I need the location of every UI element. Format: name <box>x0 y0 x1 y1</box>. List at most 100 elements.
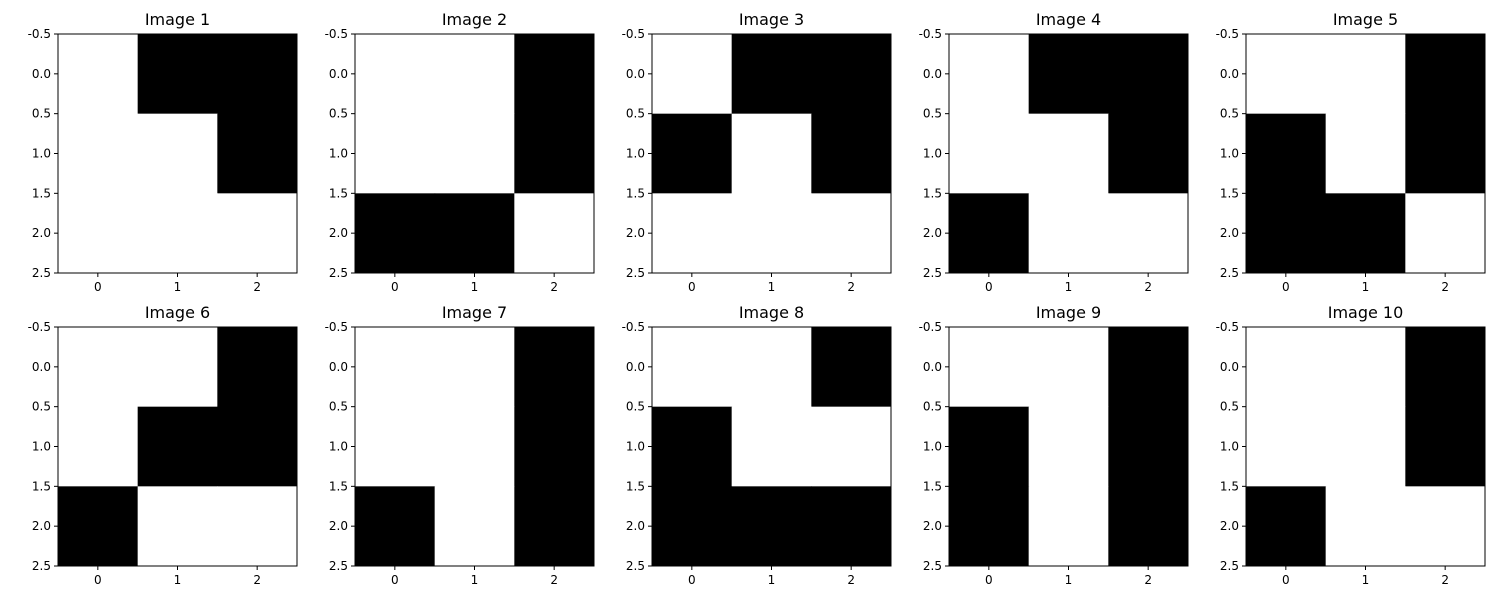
y-tick-label: 2.0 <box>1220 519 1239 533</box>
y-tick-label: -0.5 <box>919 320 942 334</box>
pixel-cell-r0-c1 <box>1028 327 1109 408</box>
subplot-title: Image 5 <box>1333 10 1398 29</box>
y-tick-label: 1.0 <box>32 147 51 161</box>
pixel-cell-r1-c1 <box>137 113 218 194</box>
subplot-3: Image 3 0 1 2 -0.5 0.0 0.5 1.0 1.5 2.0 2.5 <box>622 10 892 294</box>
y-tick-label: 0.5 <box>626 400 645 414</box>
subplot-title: Image 1 <box>145 10 210 29</box>
y-tick-label: -0.5 <box>28 320 51 334</box>
y-tick-label: 2.0 <box>32 226 51 240</box>
pixel-cell-r2-c2 <box>514 486 595 567</box>
subplot-10: Image 10 0 1 2 -0.5 0.0 0.5 1.0 1.5 2.0 2.5 <box>1216 303 1486 587</box>
pixel-cell-r0-c2 <box>811 34 892 115</box>
y-tick-label: 1.5 <box>329 479 348 493</box>
y-tick-label: 1.5 <box>923 186 942 200</box>
y-tick-label: -0.5 <box>1216 320 1239 334</box>
pixel-cell-r2-c2 <box>1405 486 1486 567</box>
x-tick-label: 0 <box>688 573 696 587</box>
y-tick-label: 2.5 <box>923 266 942 280</box>
pixel-cell-r1-c0 <box>652 406 733 487</box>
y-tick-label: -0.5 <box>1216 27 1239 41</box>
pixel-cell-r0-c2 <box>217 327 298 408</box>
y-tick-label: 2.0 <box>923 519 942 533</box>
pixel-cell-r2-c2 <box>1405 193 1486 274</box>
pixel-cell-r2-c1 <box>434 486 515 567</box>
pixel-cell-r0-c1 <box>434 34 515 115</box>
y-tick-label: 0.0 <box>32 67 51 81</box>
subplot-6: Image 6 0 1 2 -0.5 0.0 0.5 1.0 1.5 2.0 2.5 <box>28 303 298 587</box>
pixel-cell-r1-c1 <box>1325 406 1406 487</box>
x-tick-label: 2 <box>253 573 261 587</box>
x-tick-label: 0 <box>1282 573 1290 587</box>
y-tick-label: 1.0 <box>626 440 645 454</box>
pixel-cell-r2-c1 <box>1325 193 1406 274</box>
y-tick-label: 0.0 <box>923 360 942 374</box>
pixel-cell-r0-c0 <box>949 34 1030 115</box>
pixel-cell-r0-c0 <box>355 327 436 408</box>
y-tick-label: 1.0 <box>329 440 348 454</box>
pixel-cell-r1-c1 <box>137 406 218 487</box>
y-tick-label: 0.0 <box>626 360 645 374</box>
y-tick-label: 0.5 <box>1220 107 1239 121</box>
pixel-cell-r1-c1 <box>434 113 515 194</box>
pixel-cell-r2-c2 <box>811 486 892 567</box>
pixel-cell-r0-c0 <box>652 34 733 115</box>
x-tick-label: 2 <box>550 573 558 587</box>
y-tick-label: 2.0 <box>329 519 348 533</box>
y-tick-label: 2.0 <box>923 226 942 240</box>
y-tick-label: 0.0 <box>1220 67 1239 81</box>
pixel-cell-r1-c2 <box>1108 406 1189 487</box>
y-tick-label: 1.0 <box>329 147 348 161</box>
pixel-cell-r1-c2 <box>514 406 595 487</box>
y-tick-label: 1.0 <box>32 440 51 454</box>
pixel-cell-r1-c2 <box>1108 113 1189 194</box>
y-tick-label: 2.0 <box>1220 226 1239 240</box>
x-tick-label: 0 <box>94 573 102 587</box>
y-tick-label: 1.5 <box>626 186 645 200</box>
x-tick-label: 0 <box>985 573 993 587</box>
y-tick-label: 0.5 <box>923 400 942 414</box>
y-tick-label: 0.0 <box>923 67 942 81</box>
y-tick-label: 1.0 <box>1220 440 1239 454</box>
y-tick-label: 1.0 <box>923 440 942 454</box>
subplot-2: Image 2 0 1 2 -0.5 0.0 0.5 1.0 1.5 2.0 2.5 <box>325 10 595 294</box>
x-tick-label: 1 <box>174 573 182 587</box>
pixel-cell-r2-c1 <box>137 193 218 274</box>
pixel-cell-r2-c1 <box>434 193 515 274</box>
y-tick-label: 0.0 <box>626 67 645 81</box>
pixel-cell-r1-c1 <box>731 406 812 487</box>
pixel-cell-r1-c2 <box>811 406 892 487</box>
y-tick-label: 2.5 <box>329 266 348 280</box>
pixel-cell-r0-c1 <box>137 34 218 115</box>
pixel-cell-r0-c1 <box>1325 327 1406 408</box>
pixel-cell-r2-c2 <box>514 193 595 274</box>
pixel-cell-r0-c0 <box>1246 34 1327 115</box>
y-tick-label: 1.5 <box>32 186 51 200</box>
y-tick-label: 1.5 <box>923 479 942 493</box>
y-tick-label: 2.5 <box>329 559 348 573</box>
x-tick-label: 1 <box>471 573 479 587</box>
y-tick-label: 0.5 <box>32 107 51 121</box>
y-tick-label: 1.5 <box>32 479 51 493</box>
y-tick-label: 2.0 <box>32 519 51 533</box>
x-tick-label: 0 <box>94 280 102 294</box>
x-tick-label: 0 <box>1282 280 1290 294</box>
y-tick-label: 1.0 <box>923 147 942 161</box>
y-tick-label: 2.5 <box>1220 559 1239 573</box>
y-tick-label: 1.5 <box>329 186 348 200</box>
pixel-cell-r0-c0 <box>949 327 1030 408</box>
y-tick-label: 1.5 <box>1220 479 1239 493</box>
pixel-cell-r1-c2 <box>217 406 298 487</box>
pixel-cell-r0-c2 <box>217 34 298 115</box>
x-tick-label: 2 <box>847 280 855 294</box>
x-tick-label: 1 <box>174 280 182 294</box>
pixel-cell-r0-c2 <box>1108 34 1189 115</box>
pixel-cell-r1-c1 <box>1028 406 1109 487</box>
pixel-cell-r2-c1 <box>137 486 218 567</box>
pixel-cell-r2-c0 <box>949 193 1030 274</box>
subplot-1: Image 1 0 1 2 -0.5 0.0 0.5 1.0 1.5 2.0 2.5 <box>28 10 298 294</box>
pixel-cell-r2-c0 <box>652 193 733 274</box>
y-tick-label: 2.5 <box>626 559 645 573</box>
pixel-cell-r1-c2 <box>514 113 595 194</box>
y-tick-label: 0.5 <box>923 107 942 121</box>
